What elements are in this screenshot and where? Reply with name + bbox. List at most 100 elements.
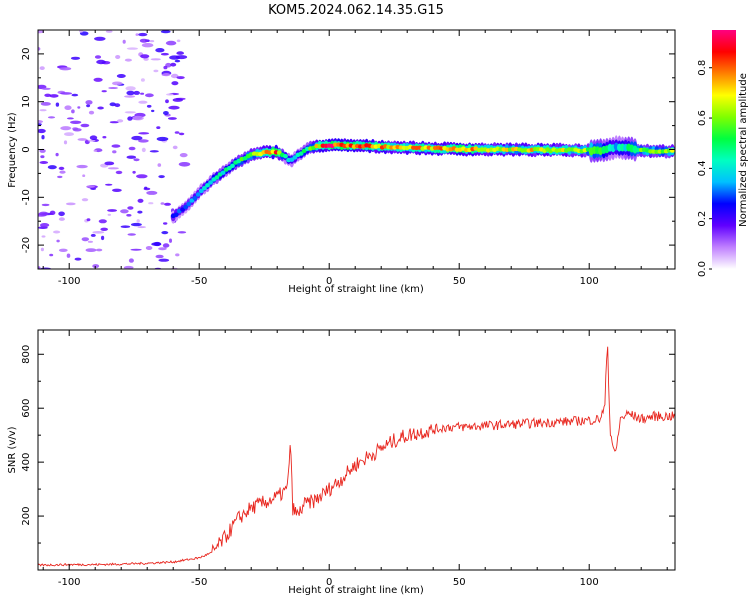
noise-blob bbox=[47, 116, 56, 119]
ridge-cell bbox=[183, 204, 189, 210]
noise-blob bbox=[93, 77, 103, 82]
noise-blob bbox=[149, 40, 155, 43]
noise-blob bbox=[141, 147, 146, 153]
ridge-cell bbox=[186, 201, 192, 207]
noise-blob bbox=[128, 146, 136, 151]
noise-blob bbox=[145, 246, 153, 250]
colorbar-tick-label: 0.6 bbox=[697, 110, 708, 126]
noise-blob bbox=[55, 152, 59, 157]
noise-blob bbox=[160, 30, 171, 34]
noise-blob bbox=[81, 198, 89, 202]
noise-blob bbox=[123, 265, 134, 269]
noise-blob bbox=[74, 257, 82, 261]
noise-blob bbox=[150, 58, 161, 61]
noise-blob bbox=[140, 54, 150, 59]
noise-blob bbox=[82, 174, 86, 177]
noise-blob bbox=[94, 36, 106, 41]
noise-blob bbox=[137, 226, 146, 229]
ridge-cell bbox=[205, 183, 210, 188]
ridge-cell bbox=[195, 192, 201, 197]
noise-blob bbox=[163, 65, 168, 70]
noise-blob bbox=[126, 155, 137, 159]
noise-blob bbox=[107, 167, 119, 170]
colorbar-tick-label: 0.0 bbox=[697, 261, 708, 277]
noise-blob bbox=[93, 149, 98, 152]
noise-blob bbox=[155, 48, 165, 53]
snr-x-tick-label: -100 bbox=[58, 577, 81, 588]
noise-blob bbox=[145, 93, 154, 98]
snr-y-tick-label: 800 bbox=[21, 345, 32, 364]
noise-blob bbox=[115, 170, 123, 175]
noise-blob bbox=[100, 227, 108, 231]
noise-blob bbox=[112, 150, 117, 154]
noise-blob bbox=[177, 231, 187, 234]
noise-blob bbox=[63, 140, 68, 145]
noise-blob bbox=[87, 240, 93, 243]
snr-plot-area bbox=[38, 330, 675, 570]
noise-blob bbox=[71, 93, 79, 97]
noise-blob bbox=[58, 217, 65, 221]
noise-blob bbox=[108, 87, 118, 89]
noise-blob bbox=[38, 123, 42, 126]
noise-blob bbox=[38, 47, 41, 51]
noise-blob bbox=[116, 74, 126, 78]
noise-blob bbox=[60, 126, 72, 131]
noise-blob bbox=[39, 109, 47, 112]
noise-blob bbox=[132, 115, 144, 121]
spectrogram-noise-blobs bbox=[38, 30, 191, 269]
noise-blob bbox=[167, 117, 177, 120]
noise-blob bbox=[146, 190, 158, 195]
noise-blob bbox=[128, 258, 134, 263]
noise-blob bbox=[139, 38, 148, 43]
noise-blob bbox=[172, 98, 183, 102]
spectrogram-x-tick-label: -100 bbox=[58, 276, 81, 287]
noise-blob bbox=[137, 198, 144, 203]
noise-blob bbox=[92, 231, 105, 234]
noise-blob bbox=[130, 222, 142, 227]
noise-blob bbox=[162, 73, 171, 77]
noise-blob bbox=[41, 135, 45, 140]
noise-blob bbox=[49, 94, 59, 98]
colorbar-tick-label: 0.2 bbox=[697, 211, 708, 227]
snr-x-tick-label: 0 bbox=[326, 577, 332, 588]
noise-blob bbox=[131, 135, 143, 141]
noise-blob bbox=[124, 111, 136, 114]
noise-blob bbox=[40, 155, 45, 159]
noise-blob bbox=[138, 139, 149, 143]
ridge-cell bbox=[632, 145, 638, 154]
noise-blob bbox=[127, 206, 134, 210]
spectrogram-y-tick-label: -10 bbox=[21, 189, 32, 205]
spectrogram-ridge bbox=[170, 135, 675, 224]
colorbar-label: Normalized spectral amplitude bbox=[738, 73, 749, 227]
spectrogram-x-tick-label: 100 bbox=[580, 276, 599, 287]
noise-blob bbox=[101, 235, 105, 241]
ridge-cell bbox=[198, 188, 204, 194]
noise-blob bbox=[138, 32, 148, 37]
noise-blob bbox=[165, 40, 177, 46]
noise-blob bbox=[71, 109, 75, 114]
noise-blob bbox=[146, 104, 152, 108]
spectrogram-y-tick-label: 10 bbox=[21, 95, 32, 108]
noise-blob bbox=[170, 62, 177, 67]
noise-blob bbox=[59, 67, 72, 71]
noise-blob bbox=[109, 121, 119, 124]
snr-y-tick-label: 200 bbox=[21, 507, 32, 526]
noise-blob bbox=[41, 203, 50, 207]
ridge-cell bbox=[298, 151, 304, 156]
noise-blob bbox=[65, 202, 76, 206]
ridge-cell bbox=[202, 186, 207, 191]
noise-blob bbox=[174, 59, 181, 63]
snr-frame bbox=[37, 329, 676, 571]
noise-blob bbox=[41, 87, 51, 90]
noise-blob bbox=[178, 162, 191, 167]
noise-blob bbox=[175, 253, 180, 257]
noise-blob bbox=[39, 161, 49, 164]
snr-x-tick-label: 50 bbox=[453, 577, 466, 588]
noise-blob bbox=[148, 202, 154, 205]
noise-blob bbox=[126, 47, 138, 50]
spectrogram-y-tick-label: 0 bbox=[21, 146, 32, 152]
ridge-cell bbox=[180, 207, 186, 212]
noise-blob bbox=[101, 90, 107, 93]
noise-blob bbox=[79, 31, 89, 36]
noise-blob bbox=[70, 56, 81, 60]
